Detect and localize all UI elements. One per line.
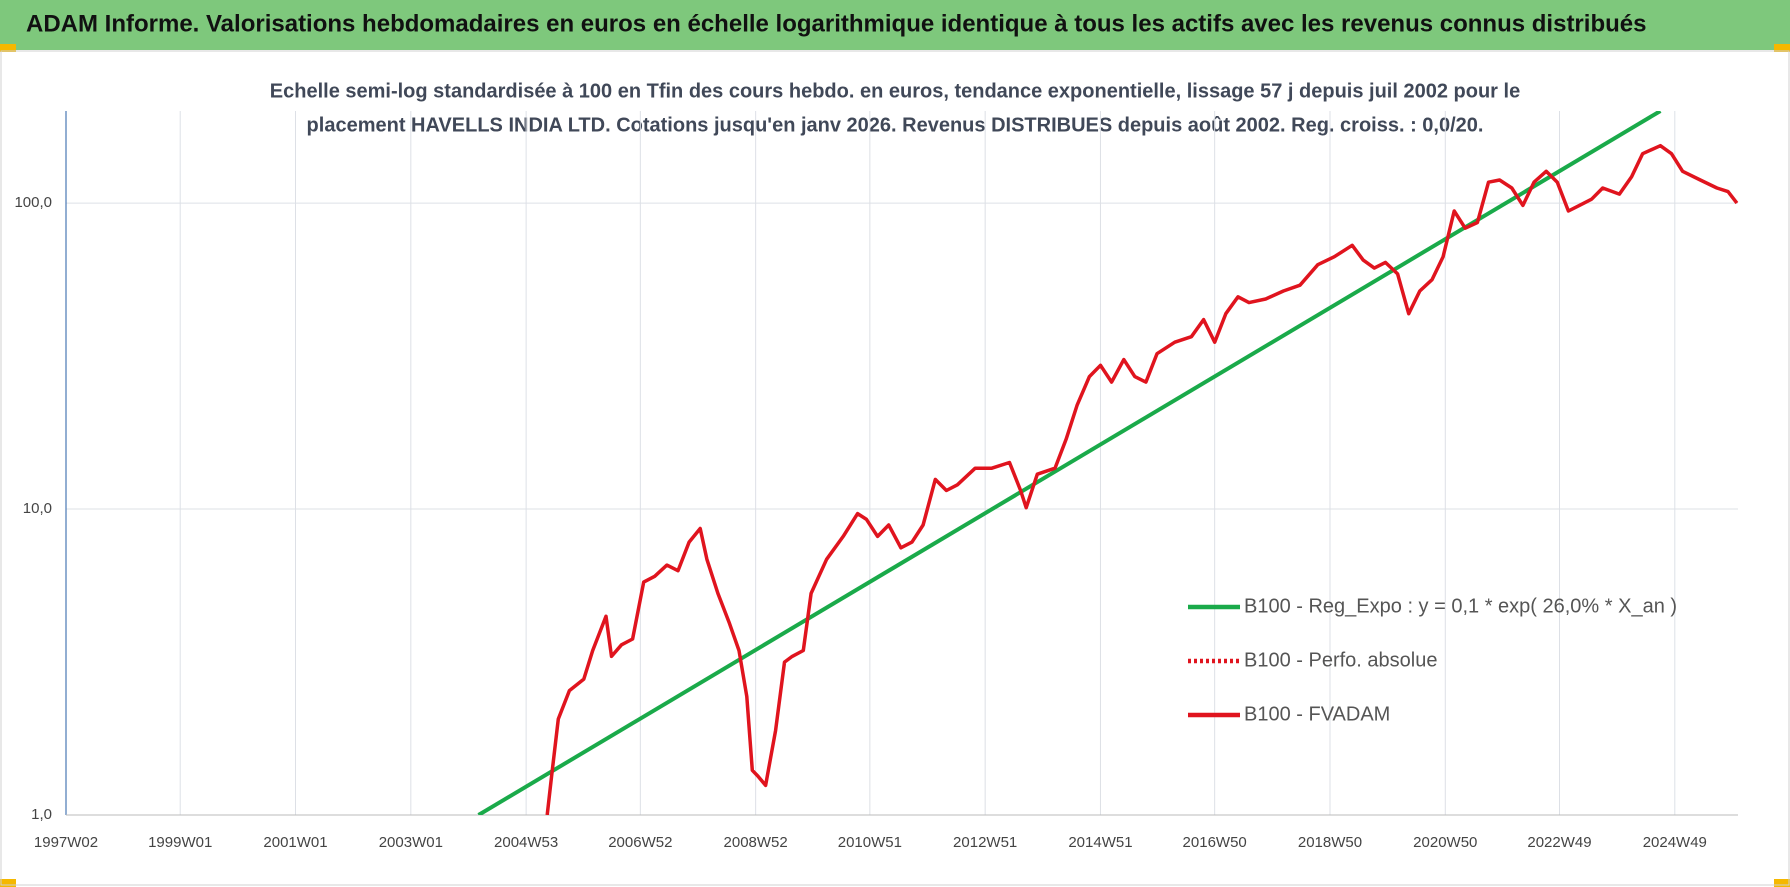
legend-label: B100 - FVADAM bbox=[1244, 703, 1390, 725]
legend-label: B100 - Reg_Expo : y = 0,1 * exp( 26,0% *… bbox=[1244, 595, 1677, 617]
corner bbox=[1774, 879, 1790, 887]
x-tick-label: 1997W02 bbox=[34, 834, 98, 851]
header-bar bbox=[0, 0, 1790, 50]
x-tick-label: 1999W01 bbox=[148, 834, 212, 851]
corner bbox=[1774, 44, 1790, 52]
x-tick-label: 2024W49 bbox=[1643, 834, 1707, 851]
x-tick-label: 2006W52 bbox=[608, 834, 672, 851]
plot: 1997W02 1999W01 2001W01 2003W01 2004W53 2006W… bbox=[14, 111, 1739, 851]
x-tick-label: 2016W50 bbox=[1183, 834, 1247, 851]
chart-title: Echelle semi-log standardisée à 100 en T… bbox=[270, 80, 1520, 102]
y-tick-label: 100,0 bbox=[14, 194, 52, 211]
chart-title: placement HAVELLS INDIA LTD. Cotations j… bbox=[307, 114, 1484, 136]
legend-label: B100 - Perfo. absolue bbox=[1244, 649, 1437, 671]
x-tick-label: 2022W49 bbox=[1527, 834, 1591, 851]
x-tick-label: 2012W51 bbox=[953, 834, 1017, 851]
x-tick-label: 2018W50 bbox=[1298, 834, 1362, 851]
x-tick-label: 2004W53 bbox=[494, 834, 558, 851]
y-tick-label: 10,0 bbox=[23, 500, 52, 517]
x-tick-label: 2020W50 bbox=[1413, 834, 1477, 851]
x-tick-label: 2001W01 bbox=[263, 834, 327, 851]
x-tick-label: 2014W51 bbox=[1068, 834, 1132, 851]
x-tick-label: 2003W01 bbox=[379, 834, 443, 851]
series-line bbox=[545, 143, 1739, 815]
frame bbox=[0, 50, 1790, 886]
corner bbox=[0, 44, 16, 52]
y-tick-label: 1,0 bbox=[31, 806, 52, 823]
header-title: ADAM Informe. Valorisations hebdomadaire… bbox=[26, 10, 1646, 37]
x-tick-label: 2008W52 bbox=[724, 834, 788, 851]
corner bbox=[0, 879, 16, 887]
x-tick-label: 2010W51 bbox=[838, 834, 902, 851]
